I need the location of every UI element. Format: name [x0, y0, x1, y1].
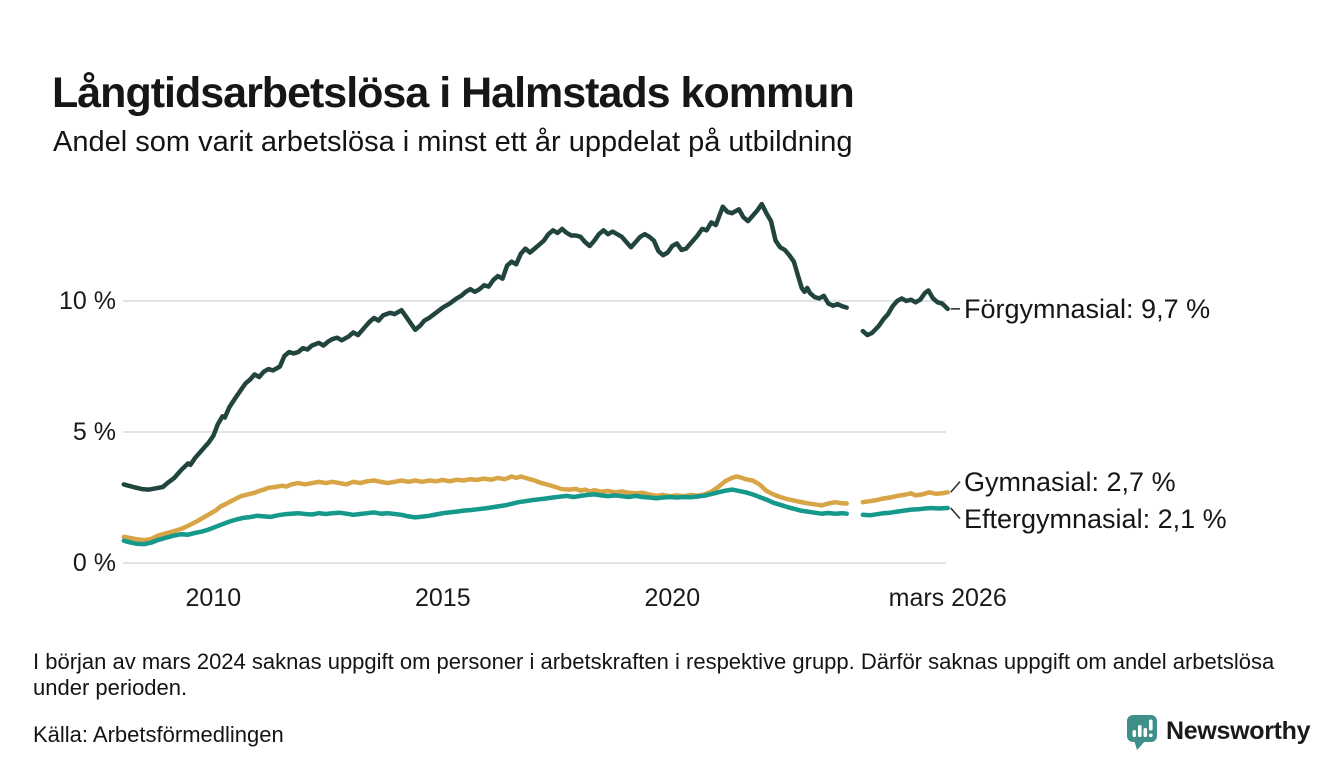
series-label-gymnasial: Gymnasial: 2,7 % — [964, 466, 1176, 497]
y-tick-5: 5 % — [72, 418, 116, 446]
x-tick-2020: 2020 — [644, 584, 701, 612]
newsworthy-bubble-chart-icon — [1127, 715, 1157, 750]
series-line-gymnasial-seg1 — [121, 474, 849, 543]
newsworthy-wordmark: Newsworthy — [1166, 717, 1311, 745]
x-tick-2026: mars 2026 — [888, 584, 1007, 612]
page-title: Långtidsarbetslösa i Halmstads kommun — [52, 68, 855, 117]
y-tick-10: 10 % — [59, 287, 116, 315]
series-line-gymnasial-seg2 — [860, 490, 950, 505]
y-tick-0: 0 % — [72, 549, 116, 577]
source-line: Källa: Arbetsförmedlingen — [33, 722, 284, 747]
series-line-eftergymnasial-seg1 — [121, 487, 849, 547]
series-line-forgymnasial-seg1 — [121, 201, 849, 492]
series-label-forgymnasial: Förgymnasial: 9,7 % — [964, 293, 1211, 324]
label-connector-eftergymnasial — [950, 507, 961, 520]
series-line-eftergymnasial-seg2 — [860, 505, 950, 518]
x-tick-2015: 2015 — [414, 584, 471, 612]
chart-footnote: I början av mars 2024 saknas uppgift om … — [33, 649, 1275, 700]
page-subtitle: Andel som varit arbetslösa i minst ett å… — [53, 126, 853, 158]
series-line-forgymnasial-seg2 — [860, 288, 950, 338]
x-tick-2010: 2010 — [185, 584, 242, 612]
series-label-eftergymnasial: Eftergymnasial: 2,1 % — [964, 503, 1227, 534]
label-connector-gymnasial — [950, 481, 961, 493]
newsworthy-logo: Newsworthy — [1126, 712, 1316, 760]
